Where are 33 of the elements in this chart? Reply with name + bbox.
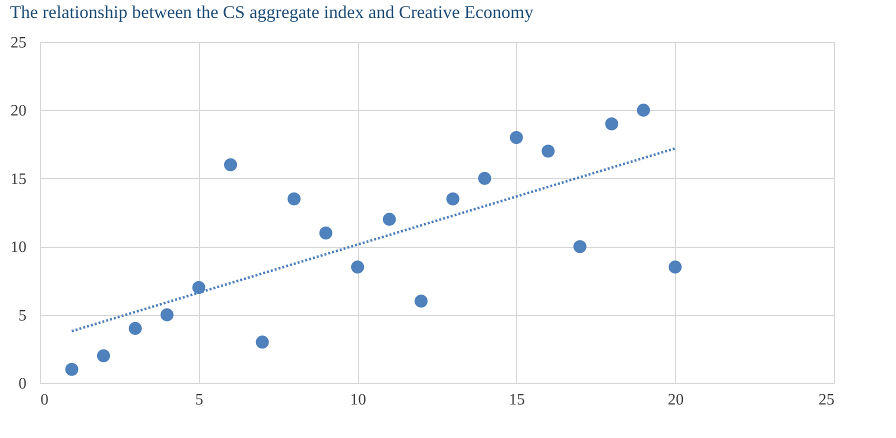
y-tick-label: 0 <box>18 376 26 392</box>
x-tick-label: 10 <box>350 392 366 408</box>
point <box>288 192 301 206</box>
point <box>256 336 269 349</box>
point <box>192 281 206 294</box>
x-tick-label: 20 <box>668 392 684 408</box>
point <box>128 322 142 335</box>
y-tick-label: 15 <box>10 170 26 188</box>
y-tick-label: 25 <box>10 34 26 52</box>
x-tick-label: 5 <box>195 392 204 408</box>
point <box>351 260 364 274</box>
point <box>668 260 682 274</box>
y-tick-label: 5 <box>18 307 26 324</box>
point <box>510 130 523 144</box>
point <box>478 172 492 185</box>
x-tick-label: 15 <box>508 392 525 408</box>
point <box>636 104 650 117</box>
point <box>573 240 586 254</box>
x-tick-label: 25 <box>818 392 834 408</box>
point <box>542 144 555 158</box>
point <box>446 192 460 206</box>
x-tick-label: 0 <box>40 392 48 408</box>
point <box>605 117 618 130</box>
point <box>382 212 396 226</box>
chart-title: The relationship between the CS aggregate index and Creative Economy <box>10 2 534 22</box>
y-tick-label: 20 <box>10 102 26 120</box>
point <box>224 158 238 172</box>
point <box>160 308 174 322</box>
point <box>319 226 332 240</box>
point <box>414 294 428 308</box>
point <box>97 349 110 362</box>
point <box>65 362 78 376</box>
y-tick-label: 10 <box>10 239 26 256</box>
